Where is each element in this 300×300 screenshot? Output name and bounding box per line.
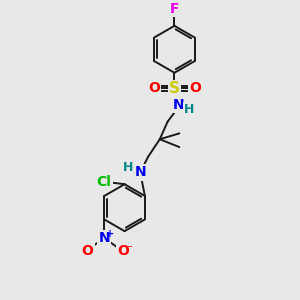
Text: O: O [82,244,94,258]
Text: N: N [98,231,110,245]
Text: N: N [172,98,184,112]
Text: N: N [134,166,146,179]
Text: S: S [169,81,180,96]
Text: F: F [170,2,179,16]
Text: O: O [117,244,129,258]
Text: O: O [189,81,201,95]
Text: +: + [106,229,114,239]
Text: ⁻: ⁻ [127,244,133,254]
Text: H: H [123,161,134,174]
Text: Cl: Cl [97,175,112,189]
Text: H: H [184,103,194,116]
Text: O: O [148,81,160,95]
